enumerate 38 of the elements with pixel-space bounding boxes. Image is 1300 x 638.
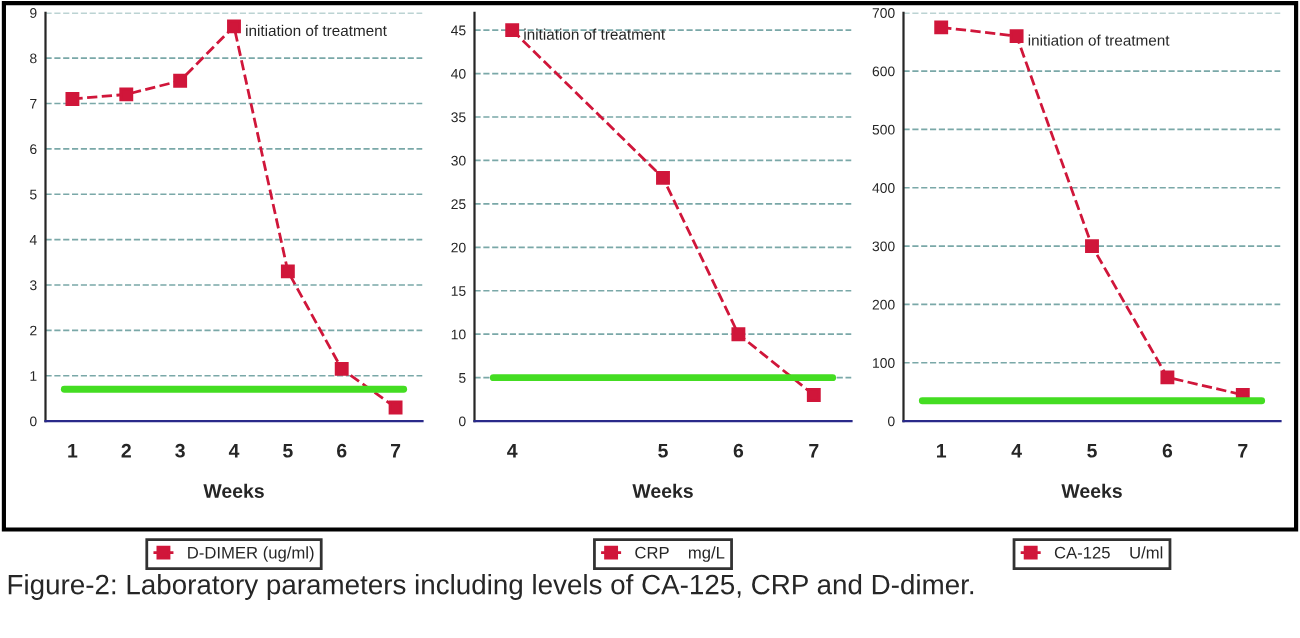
x-tick-label: 4 [507,444,518,458]
x-axis-title: Weeks [1061,483,1122,498]
point [1085,239,1099,254]
point [1160,370,1175,385]
text: Figure-2: Laboratory parameters including levels of CA-125, CRP and D-dimer. [8,574,974,600]
x-axis-title: Weeks [632,483,693,498]
point [65,92,80,106]
x-tick-label: 6 [337,443,347,458]
point [227,19,241,34]
point [934,20,949,35]
x-tick-label: 7 [1238,444,1248,458]
point [280,264,295,279]
point [1009,29,1024,44]
x-tick-label: 2 [121,443,131,458]
x-tick-label: 6 [733,443,744,458]
legend-label: CRP mg/L [635,546,725,562]
x-tick-label: 1 [937,444,947,458]
x-tick-label: 4 [1011,444,1022,458]
x-tick-label: 5 [283,444,293,458]
point [731,327,746,342]
x-tick-label: 5 [658,444,668,458]
legend-label: CA-125 U/ml [1054,546,1163,559]
x-axis-title: Weeks [203,483,264,498]
point [806,388,821,402]
x-tick-label: 3 [175,443,185,458]
point [656,170,670,185]
point [173,73,188,88]
x-tick-label: 1 [68,444,78,458]
legend-label: D-DIMER (ug/ml) [188,546,314,562]
point [334,361,349,376]
x-tick-label: 4 [228,444,240,458]
x-tick-label: 7 [809,444,819,458]
point [505,23,520,38]
point [119,87,134,102]
x-tick-label: 7 [391,444,401,458]
x-tick-label: 6 [1162,443,1173,458]
x-tick-label: 5 [1087,444,1097,458]
point [388,400,403,415]
